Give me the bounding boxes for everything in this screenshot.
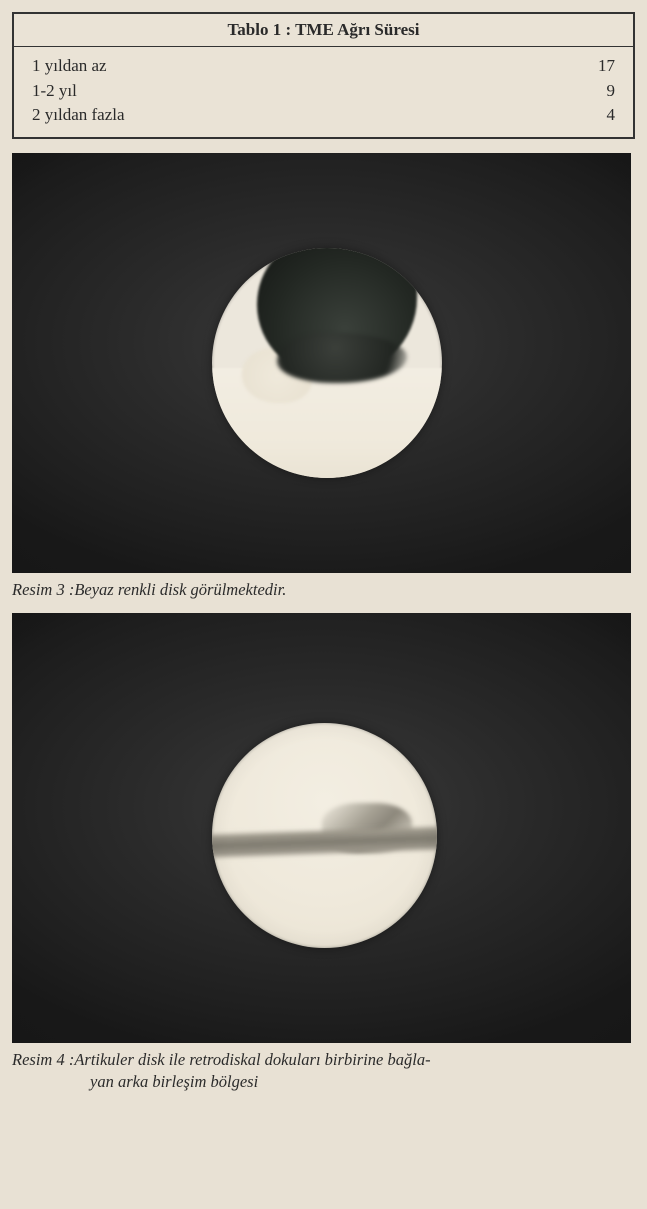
table-1: Tablo 1 : TME Ağrı Süresi 1 yıldan az 17… bbox=[12, 12, 635, 139]
figure-4-caption: Resim 4 :Artikuler disk ile retrodiskal … bbox=[12, 1049, 635, 1092]
figure-4 bbox=[12, 613, 631, 1043]
dark-cavity-region bbox=[257, 248, 417, 378]
figure-3 bbox=[12, 153, 631, 573]
caption-text: Resim 4 :Artikuler disk ile retrodiskal … bbox=[12, 1050, 431, 1069]
row-label: 1-2 yıl bbox=[32, 79, 77, 104]
edge-shadow bbox=[212, 723, 437, 948]
table-row: 1 yıldan az 17 bbox=[32, 54, 615, 79]
row-label: 2 yıldan fazla bbox=[32, 103, 125, 128]
table-row: 2 yıldan fazla 4 bbox=[32, 103, 615, 128]
figure-3-caption: Resim 3 :Beyaz renkli disk görülmektedir… bbox=[12, 579, 635, 600]
caption-text: yan arka birleşim bölgesi bbox=[12, 1072, 258, 1091]
row-value: 4 bbox=[607, 103, 616, 128]
white-disc-region bbox=[212, 368, 442, 478]
table-title: Tablo 1 : TME Ağrı Süresi bbox=[14, 14, 633, 47]
row-label: 1 yıldan az bbox=[32, 54, 107, 79]
arthroscope-view-icon bbox=[212, 248, 442, 478]
row-value: 9 bbox=[607, 79, 616, 104]
table-body: 1 yıldan az 17 1-2 yıl 9 2 yıldan fazla … bbox=[14, 47, 633, 137]
arthroscope-view-icon bbox=[212, 723, 437, 948]
row-value: 17 bbox=[598, 54, 615, 79]
table-row: 1-2 yıl 9 bbox=[32, 79, 615, 104]
